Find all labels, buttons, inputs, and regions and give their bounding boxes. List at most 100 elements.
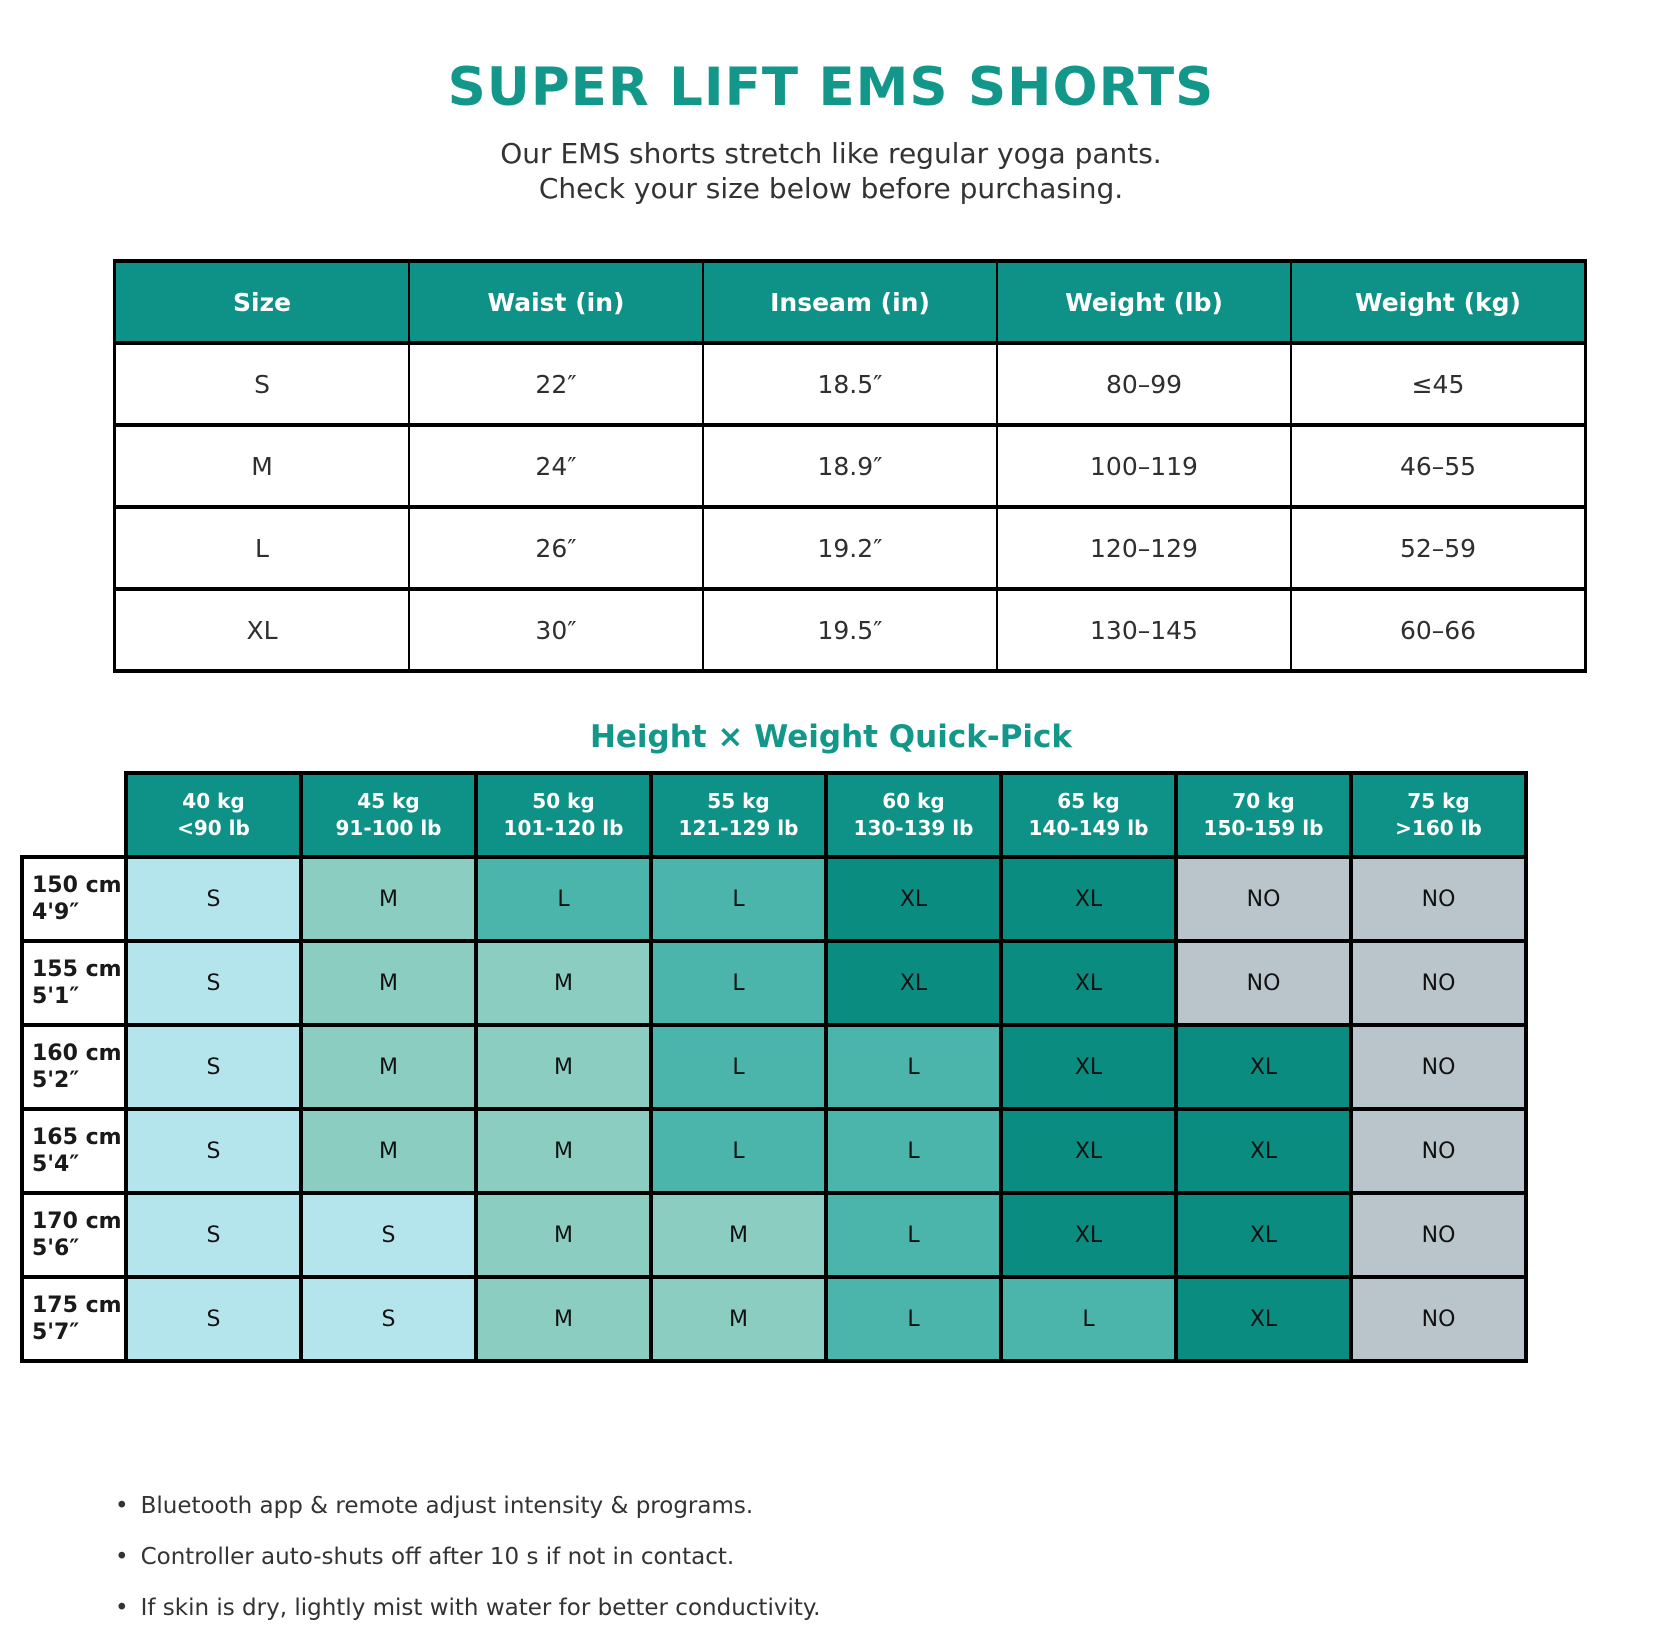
table-row: XL 30″ 19.5″ 130–145 60–66 xyxy=(113,587,1587,673)
size-recommendation-cell: NO xyxy=(1349,1107,1528,1195)
height-row-header: 155 cm 5'1″ xyxy=(20,939,128,1027)
quickpick-table: 40 kg <90 lb 45 kg 91-100 lb 50 kg 101-120 lb… xyxy=(20,771,1528,1363)
size-recommendation-cell: XL xyxy=(824,939,1003,1027)
size-recommendation-cell: M xyxy=(299,939,478,1027)
height-ft-label: 5'6″ xyxy=(32,1236,80,1261)
weight-kg-label: 65 kg xyxy=(1057,789,1120,813)
height-ft-label: 5'7″ xyxy=(32,1320,80,1345)
size-table-cell: 60–66 xyxy=(1290,587,1587,673)
weight-lb-label: 130-139 lb xyxy=(853,816,974,840)
height-row-header: 150 cm 4'9″ xyxy=(20,855,128,943)
weight-column-header: 70 kg 150-159 lb xyxy=(1174,771,1353,859)
table-row: L 26″ 19.2″ 120–129 52–59 xyxy=(113,505,1587,591)
size-recommendation-cell: M xyxy=(299,855,478,943)
height-cm-label: 150 cm xyxy=(32,873,122,898)
quickpick-header-row: 40 kg <90 lb 45 kg 91-100 lb 50 kg 101-120 lb… xyxy=(22,771,1528,859)
height-cm-label: 165 cm xyxy=(32,1125,122,1150)
weight-lb-label: 150-159 lb xyxy=(1203,816,1324,840)
size-recommendation-cell: M xyxy=(474,1191,653,1279)
size-recommendation-cell: M xyxy=(299,1023,478,1111)
size-recommendation-cell: L xyxy=(474,855,653,943)
size-table-cell: M xyxy=(113,423,410,509)
weight-kg-label: 55 kg xyxy=(707,789,770,813)
size-recommendation-cell: M xyxy=(299,1107,478,1195)
size-table-cell: 24″ xyxy=(408,423,704,509)
size-table-cell: 52–59 xyxy=(1290,505,1587,591)
size-table-header-cell: Waist (in) xyxy=(408,259,704,345)
size-recommendation-cell: S xyxy=(124,939,303,1027)
weight-lb-label: >160 lb xyxy=(1395,816,1482,840)
size-recommendation-cell: XL xyxy=(999,855,1178,943)
size-table-section: Size Waist (in) Inseam (in) Weight (lb) Weig… xyxy=(113,259,1587,673)
size-table-cell: 46–55 xyxy=(1290,423,1587,509)
size-recommendation-cell: NO xyxy=(1174,855,1353,943)
subtitle-line-2: Check your size below before purchasing. xyxy=(538,172,1124,205)
size-recommendation-cell: NO xyxy=(1174,939,1353,1027)
size-table: Size Waist (in) Inseam (in) Weight (lb) Weig… xyxy=(113,259,1587,673)
quickpick-row: 150 cm 4'9″ S M L L XL XL NO NO xyxy=(20,855,1528,943)
list-item-text: Bluetooth app & remote adjust intensity … xyxy=(140,1493,754,1519)
weight-kg-label: 50 kg xyxy=(532,789,595,813)
size-recommendation-cell: NO xyxy=(1349,939,1528,1027)
height-row-header: 160 cm 5'2″ xyxy=(20,1023,128,1111)
corner-cell xyxy=(22,773,126,857)
subtitle: Our EMS shorts stretch like regular yoga… xyxy=(0,136,1662,206)
size-recommendation-cell: S xyxy=(124,1107,303,1195)
quickpick-row: 170 cm 5'6″ S S M M L XL XL NO xyxy=(20,1191,1528,1279)
size-table-header-cell: Weight (lb) xyxy=(996,259,1292,345)
table-row: M 24″ 18.9″ 100–119 46–55 xyxy=(113,423,1587,509)
quickpick-heading: Height × Weight Quick-Pick xyxy=(589,719,1073,755)
size-table-cell: L xyxy=(113,505,410,591)
weight-column-header: 65 kg 140-149 lb xyxy=(999,771,1178,859)
weight-lb-label: <90 lb xyxy=(177,816,250,840)
size-recommendation-cell: M xyxy=(474,1023,653,1111)
size-recommendation-cell: S xyxy=(299,1275,478,1363)
size-recommendation-cell: XL xyxy=(999,1023,1178,1111)
size-table-cell: 120–129 xyxy=(996,505,1292,591)
size-table-header-cell: Weight (kg) xyxy=(1290,259,1587,345)
size-table-cell: 22″ xyxy=(408,341,704,427)
size-table-cell: 30″ xyxy=(408,587,704,673)
size-table-cell: 130–145 xyxy=(996,587,1292,673)
size-recommendation-cell: L xyxy=(649,855,828,943)
size-recommendation-cell: NO xyxy=(1349,1275,1528,1363)
height-ft-label: 5'1″ xyxy=(32,984,80,1009)
weight-column-header: 55 kg 121-129 lb xyxy=(649,771,828,859)
size-recommendation-cell: M xyxy=(474,1275,653,1363)
quickpick-section: 40 kg <90 lb 45 kg 91-100 lb 50 kg 101-120 lb… xyxy=(20,771,1528,1363)
size-table-cell: 19.5″ xyxy=(702,587,998,673)
quickpick-row: 155 cm 5'1″ S M M L XL XL NO NO xyxy=(20,939,1528,1027)
weight-column-header: 50 kg 101-120 lb xyxy=(474,771,653,859)
weight-lb-label: 140-149 lb xyxy=(1028,816,1149,840)
size-table-header-cell: Size xyxy=(113,259,410,345)
size-recommendation-cell: L xyxy=(824,1275,1003,1363)
size-recommendation-cell: NO xyxy=(1349,1023,1528,1111)
height-ft-label: 5'4″ xyxy=(32,1152,80,1177)
size-recommendation-cell: XL xyxy=(999,1107,1178,1195)
size-recommendation-cell: L xyxy=(999,1275,1178,1363)
size-table-cell: S xyxy=(113,341,410,427)
size-table-cell: 100–119 xyxy=(996,423,1292,509)
quickpick-row: 160 cm 5'2″ S M M L L XL XL NO xyxy=(20,1023,1528,1111)
size-recommendation-cell: L xyxy=(649,1023,828,1111)
page-title: SUPER LIFT EMS SHORTS xyxy=(447,57,1215,118)
size-recommendation-cell: L xyxy=(649,1107,828,1195)
height-cm-label: 160 cm xyxy=(32,1041,122,1066)
size-recommendation-cell: XL xyxy=(999,1191,1178,1279)
weight-kg-label: 60 kg xyxy=(882,789,945,813)
size-recommendation-cell: S xyxy=(124,1023,303,1111)
list-item: • If skin is dry, lightly mist with water… xyxy=(115,1594,821,1622)
height-ft-label: 4'9″ xyxy=(32,900,80,925)
weight-column-header: 75 kg >160 lb xyxy=(1349,771,1528,859)
weight-column-header: 40 kg <90 lb xyxy=(124,771,303,859)
weight-kg-label: 75 kg xyxy=(1407,789,1470,813)
size-recommendation-cell: S xyxy=(299,1191,478,1279)
weight-lb-label: 101-120 lb xyxy=(503,816,624,840)
size-recommendation-cell: S xyxy=(124,1191,303,1279)
size-table-cell: 80–99 xyxy=(996,341,1292,427)
size-recommendation-cell: S xyxy=(124,1275,303,1363)
list-item: • Controller auto-shuts off after 10 s if… xyxy=(115,1543,821,1571)
table-row: S 22″ 18.5″ 80–99 ≤45 xyxy=(113,341,1587,427)
height-cm-label: 175 cm xyxy=(32,1293,122,1318)
